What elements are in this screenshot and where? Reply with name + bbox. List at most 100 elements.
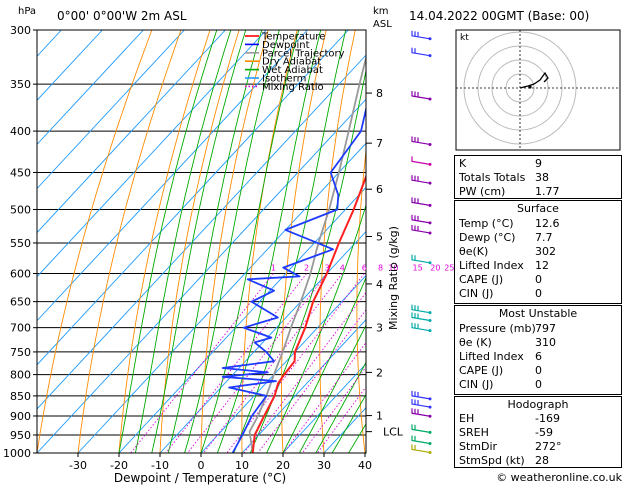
row-key: θe (K) [459,336,492,349]
legend-label: Isotherm [262,74,306,85]
wind-barb-icon [411,30,432,41]
row-value: 6 [535,350,542,363]
table-row: CAPE (J) 0 [455,364,621,378]
mixing-ratio-label: 2 [304,264,309,273]
wet-adiabat [266,203,366,453]
dry-adiabat [200,30,269,453]
dewpoint-line [221,105,366,453]
wind-barb-icon [411,224,432,235]
isotherm [282,363,366,453]
row-key: K [459,157,467,170]
hpa-label: hPa [18,6,36,17]
row-value: 310 [535,336,556,349]
row-value: 12 [535,259,549,272]
wet-adiabat [151,30,247,453]
row-value: 9 [535,157,542,170]
pressure-tick-label: 500 [10,203,31,216]
parcel-trajectory [248,54,366,453]
dry-adiabat [428,30,447,453]
row-key: CAPE (J) [459,273,504,286]
pressure-tick-label: 750 [10,346,31,359]
copyright: © weatheronline.co.uk [496,471,622,484]
wind-barb-icon [411,156,432,166]
dry-adiabat [77,30,182,453]
row-key: Temp (°C) [459,217,514,230]
mixing-ratio-line [165,273,307,453]
row-key: SREH [459,426,489,439]
wet-adiabat [331,393,366,453]
legend-label: Wet Adiabat [262,65,323,76]
table-row: StmDir 272° [455,440,621,454]
height-tick-label: 8 [376,87,383,100]
dry-adiabat [118,30,211,453]
wet-adiabat [298,324,366,453]
most-unstable-title: Most Unstable [498,307,578,320]
dry-adiabat [319,30,356,453]
legend-label: Parcel Trajectory [262,48,345,59]
mixing-ratio-line [187,273,328,453]
wind-barb-icon [411,197,432,207]
temperature-tick-label: 30 [317,459,331,472]
height-tick-label: 1 [376,410,383,423]
surface-title: Surface [517,202,559,215]
isotherm [37,30,308,322]
hodograph-storm-marker [528,85,532,89]
pressure-tick-label: 700 [10,322,31,335]
wind-barbs [411,30,432,454]
row-value: -169 [535,412,560,425]
row-key: Totals Totals [459,171,526,184]
mixing-ratio-line [203,273,343,453]
dry-adiabat [37,30,153,453]
wet-adiabat [184,30,280,453]
row-key: CIN (J) [459,378,494,391]
wet-adiabat [233,30,347,453]
table-row: θe (K) 310 [455,336,621,350]
pressure-tick-label: 900 [10,410,31,423]
row-key: θe(K) [459,245,489,258]
row-key: PW (cm) [459,185,506,198]
wind-barb-icon [411,214,432,225]
pressure-axis: 300 350 400 450 500 550 600 650 700 750 800 850 900 9… [3,24,37,460]
temperature-tick-label: -30 [69,459,87,472]
pressure-tick-label: 950 [10,429,31,442]
row-key: CAPE (J) [459,364,504,377]
table-row: θe(K) 302 [455,245,621,259]
background-lines [37,30,447,453]
row-value: 28 [535,454,549,467]
legend-label: Temperature [261,32,325,43]
row-value: 0 [535,378,542,391]
wind-barb-icon [411,254,432,265]
asl-label: ASL [373,19,392,30]
table-row: Pressure (mb) 797 [455,322,621,336]
mixing-ratio-line [226,273,365,453]
row-value: 272° [535,440,562,453]
most-unstable-table: Most Unstable Pressure (mb) 797 θe (K) 310 L… [454,305,622,395]
pressure-tick-label: 850 [10,390,31,403]
table-row: StmSpd (kt) 28 [455,454,621,468]
mixing-ratio-axis-label: Mixing Ratio (g/kg) [387,226,400,330]
isotherm [241,319,366,453]
mixing-ratio-line [283,341,366,453]
surface-table: Surface Temp (°C) 12.6 Dewp (°C) 7.7 θe(K) 30… [454,200,622,304]
table-row: CAPE (J) 0 [455,273,621,287]
dry-adiabat [356,146,366,453]
temperature-tick-label: -10 [151,459,169,472]
isotherm [37,30,144,146]
hodograph-unit: kt [460,33,469,43]
temperature-tick-label: 0 [198,459,205,472]
row-value: 0 [535,287,542,300]
legend-label: Mixing Ratio [262,82,324,93]
height-tick-label: 2 [376,366,383,379]
pressure-tick-label: 1000 [3,447,31,460]
height-tick-label: 5 [376,231,383,244]
row-value: 0 [535,364,542,377]
row-value: 38 [535,171,549,184]
mixing-ratio-label: 15 [413,264,423,273]
height-tick-label: 6 [376,183,383,196]
wet-adiabat [167,30,263,453]
isotherm [37,30,185,190]
